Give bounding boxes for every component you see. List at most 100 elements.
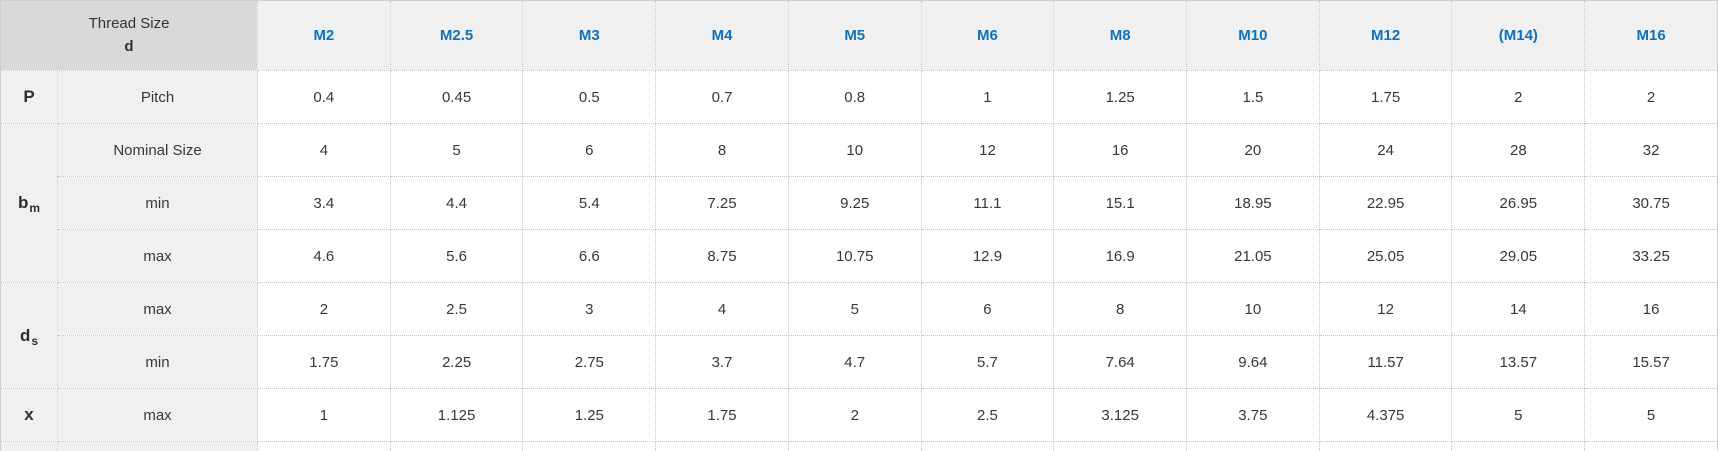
value-cell: 2.25: [389, 335, 524, 389]
value-cell: 0.45: [389, 70, 524, 124]
table-row: min 3.4 4.4 5.4 7.25 9.25 11.1 15.1 18.95 22.95 26…: [1, 176, 1718, 230]
column-header-m14: (M14): [1451, 0, 1586, 71]
value-cell: 16: [1053, 123, 1188, 177]
value-cell: 15.57: [1584, 335, 1718, 389]
value-cell: 8: [655, 123, 789, 177]
value-cell: 5: [1451, 388, 1586, 442]
value-cell: 3: [522, 282, 657, 336]
table-row: bm Nominal Size 4 5 6 8 10 12 16 20 24 28 32: [0, 123, 1718, 283]
corner-header-cell: Thread Size d: [0, 0, 258, 71]
value-cell: 1.75: [655, 388, 789, 442]
value-cell: [257, 441, 391, 451]
value-cell: [1318, 441, 1453, 451]
table-row: min 1.75 2.25 2.75 3.7 4.7 5.7 7.64 9.64 11.57 13.…: [1, 335, 1718, 389]
param-cell-bm: bm: [0, 123, 58, 283]
value-cell: 3.125: [1053, 388, 1188, 442]
value-cell: 0.4: [257, 70, 391, 124]
table-body: P Pitch 0.4 0.45 0.5 0.7 0.8 1 1.25 1.5 1.75 2 2 bm No…: [0, 70, 1718, 451]
value-cell: 26.95: [1451, 176, 1586, 230]
value-cell: 10.75: [787, 229, 922, 283]
value-cell: 8.75: [655, 229, 789, 283]
param-subscript: s: [31, 333, 39, 348]
value-cell: 28: [1451, 123, 1586, 177]
value-cell: 25.05: [1318, 229, 1453, 283]
row-label: max: [57, 388, 258, 442]
value-cell: 1: [257, 388, 391, 442]
param-subscript: m: [29, 201, 41, 215]
value-cell: 2.5: [920, 388, 1055, 442]
table-row: x max 1 1.125 1.25 1.75 2 2.5 3.125 3.75 4.375 5 5: [0, 388, 1718, 442]
value-cell: 12.9: [920, 229, 1055, 283]
value-cell: 7.64: [1053, 335, 1188, 389]
value-cell: 5: [389, 123, 524, 177]
value-cell: [920, 441, 1055, 451]
value-cell: 0.7: [655, 70, 789, 124]
value-cell: 11.1: [920, 176, 1055, 230]
value-cell: 5.7: [920, 335, 1055, 389]
value-cell: 5.6: [389, 229, 524, 283]
value-cell: 9.25: [787, 176, 922, 230]
value-cell: 5: [787, 282, 922, 336]
value-cell: 29.05: [1451, 229, 1586, 283]
value-cell: 11.57: [1318, 335, 1453, 389]
value-cell: 7.25: [655, 176, 789, 230]
value-cell: [522, 441, 657, 451]
value-cell: 4.375: [1318, 388, 1453, 442]
value-cell: 33.25: [1584, 229, 1718, 283]
value-cell: 32: [1584, 123, 1718, 177]
value-cell: [1186, 441, 1320, 451]
param-symbol: d: [19, 325, 31, 345]
value-cell: [389, 441, 524, 451]
value-cell: 14: [1451, 282, 1586, 336]
value-cell: 2: [1584, 70, 1718, 124]
value-cell: 5: [1584, 388, 1718, 442]
value-cell: 12: [1318, 282, 1453, 336]
value-cell: 4.4: [389, 176, 524, 230]
row-label: max: [57, 229, 258, 283]
value-cell: 4.6: [257, 229, 391, 283]
value-cell: 15.1: [1053, 176, 1188, 230]
param-cell-P: P: [0, 70, 58, 124]
value-cell: 1: [920, 70, 1055, 124]
value-cell: 16.9: [1053, 229, 1188, 283]
column-header-m16: M16: [1584, 0, 1718, 71]
column-header-m4: M4: [655, 0, 789, 71]
column-header-m3: M3: [522, 0, 657, 71]
value-cell: 10: [787, 123, 922, 177]
value-cell: 10: [1186, 282, 1320, 336]
param-cell-cropped: [0, 441, 58, 451]
value-cell: 2.75: [522, 335, 657, 389]
value-cell: 6.6: [522, 229, 657, 283]
value-cell: 1.125: [389, 388, 524, 442]
value-cell: 1.75: [1318, 70, 1453, 124]
value-cell: 22.95: [1318, 176, 1453, 230]
value-cell: 3.4: [257, 176, 391, 230]
param-symbol: b: [17, 193, 29, 212]
param-cell-ds: ds: [0, 282, 58, 389]
column-header-m2.5: M2.5: [389, 0, 524, 71]
value-cell: 0.8: [787, 70, 922, 124]
value-cell: 20: [1186, 123, 1320, 177]
value-cell: 8: [1053, 282, 1188, 336]
value-cell: 1.25: [522, 388, 657, 442]
value-cell: 2: [787, 388, 922, 442]
row-label: max: [57, 282, 258, 336]
row-label: min: [57, 176, 258, 230]
value-cell: [1451, 441, 1586, 451]
corner-title: Thread Size: [88, 15, 170, 32]
value-cell: 4: [257, 123, 391, 177]
value-cell: 6: [522, 123, 657, 177]
value-cell: 2: [1451, 70, 1586, 124]
row-label: min: [57, 335, 258, 389]
cropped-row: [0, 441, 1718, 451]
value-cell: 0.5: [522, 70, 657, 124]
param-symbol: x: [24, 405, 34, 424]
value-cell: 4: [655, 282, 789, 336]
value-cell: 16: [1584, 282, 1718, 336]
value-cell: 1.5: [1186, 70, 1320, 124]
value-cell: [787, 441, 922, 451]
value-cell: 1.25: [1053, 70, 1188, 124]
value-cell: 3.7: [655, 335, 789, 389]
